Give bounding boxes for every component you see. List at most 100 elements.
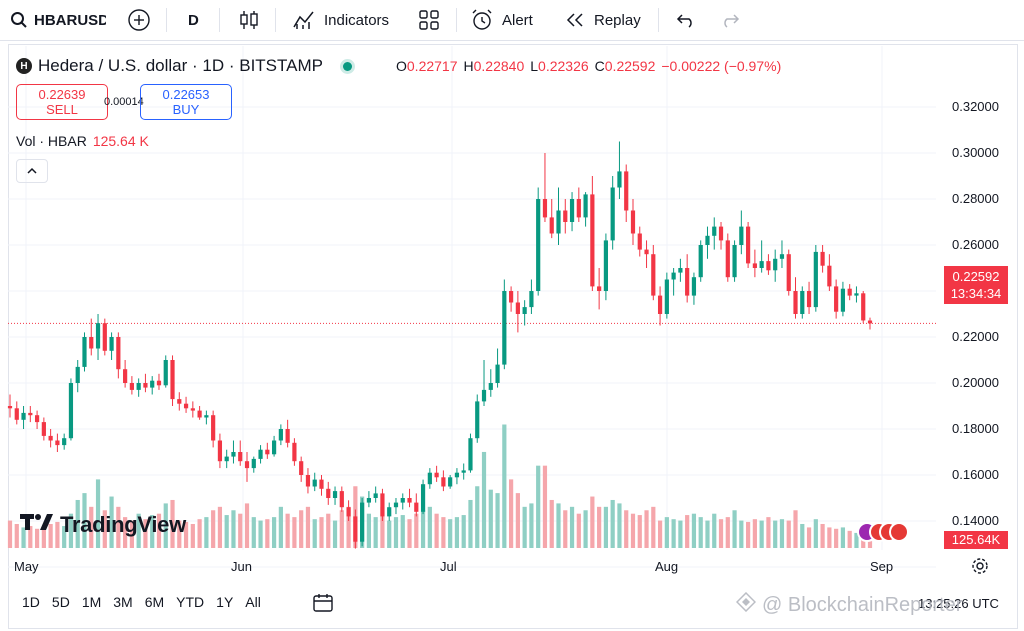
volume-bar [454,517,460,548]
price-tick-label: 0.28000 [952,191,999,206]
volume-bar [759,520,764,548]
volume-value: 125.64 K [92,133,149,149]
candle-up [610,187,615,241]
volume-bar [143,519,148,548]
grid-icon [418,9,440,31]
volume-bar [746,521,751,548]
symbol-search[interactable]: HBARUSD [10,0,106,40]
collapse-legend-button[interactable] [16,159,48,183]
replay-button[interactable]: Replay [564,0,641,40]
goto-date-button[interactable] [312,592,334,619]
candle-down [305,475,311,487]
indicators-button[interactable]: Indicators [292,0,389,40]
tradingview-logo-icon [20,512,54,538]
sell-button[interactable]: 0.22639 SELL [16,84,108,120]
volume-bar [597,506,602,548]
volume-bar [651,506,656,548]
events-markers[interactable] [857,522,917,546]
range-1y[interactable]: 1Y [216,594,234,610]
candle-up [62,438,67,446]
range-all[interactable]: All [245,594,261,610]
candle-down [685,268,690,296]
candle-down [644,249,649,255]
range-ytd[interactable]: YTD [176,594,205,610]
candle-down [806,291,812,308]
candle-down [190,408,195,411]
candle-down [563,210,568,222]
volume-bar [177,520,182,548]
volume-bar [224,515,229,548]
volume-bar [698,517,703,548]
candle-down [651,254,656,296]
buy-price: 0.22653 [162,87,210,102]
volume-bar [414,513,419,548]
volume-bar [258,520,263,548]
volume-bar [427,506,432,548]
volume-bar [265,519,270,548]
range-6m[interactable]: 6M [144,594,165,610]
candle-down [217,440,223,462]
time-tick-label: Aug [655,559,679,574]
open-key: O [396,58,407,74]
volume-bar [718,519,724,548]
volume-bar [190,523,195,548]
volume-bar [163,503,168,548]
volume-bar [712,513,717,548]
chart-type-button[interactable] [239,0,259,40]
candle-down [509,291,514,303]
volume-bar [28,526,33,548]
volume-bar [732,510,737,548]
volume-bar [129,520,134,548]
candle-up [488,383,493,390]
volume-bar [488,489,493,548]
volume-bar [495,493,500,548]
candle-down [407,498,412,503]
templates-button[interactable] [418,0,440,40]
volume-bar [691,513,697,548]
range-1d[interactable]: 1D [22,594,40,610]
redo-button[interactable] [720,0,740,40]
symbol-description: Hedera / U.S. dollar · 1D · BITSTAMP [38,56,323,75]
toolbar-divider [219,8,220,32]
utc-clock[interactable]: 13:25:26 UTC [918,596,999,611]
buy-button[interactable]: 0.22653 BUY [140,84,232,120]
alert-button[interactable]: Alert [470,0,533,40]
candle-down [827,265,832,287]
volume-bar [62,526,67,548]
candle-down [197,410,202,418]
volume-bar [326,513,331,548]
candle-down [55,440,60,446]
candle-down [326,488,331,498]
volume-bar [7,520,13,548]
spread-value: 0.00014 [104,96,144,108]
volume-bar [461,515,466,548]
range-1m[interactable]: 1M [81,594,102,610]
volume-bar [21,527,26,548]
candle-down [414,502,419,512]
sell-label: SELL [46,102,78,117]
range-3m[interactable]: 3M [113,594,133,610]
candle-up [705,235,710,245]
compare-button[interactable] [127,0,151,40]
candle-up [360,502,365,542]
volume-bar [536,465,541,548]
candle-down [183,403,189,409]
interval-button[interactable]: D [188,11,199,29]
candle-down [102,323,107,351]
candle-up [427,472,432,485]
volume-bar [434,513,439,548]
axis-settings-button[interactable] [970,556,990,581]
volume-bar [387,520,392,548]
low-value: 0.22326 [538,58,589,74]
undo-button[interactable] [676,0,696,40]
volume-bar [617,503,622,548]
candle-down [123,369,128,383]
volume-bar [339,510,344,548]
volume-bar [41,527,46,548]
bar-countdown: 13:34:34 [950,286,1002,301]
candle-up [779,254,785,259]
volume-bar [68,513,74,548]
volume-bar [204,517,209,548]
range-5d[interactable]: 5D [51,594,70,610]
